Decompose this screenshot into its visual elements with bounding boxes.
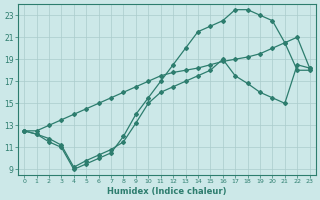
X-axis label: Humidex (Indice chaleur): Humidex (Indice chaleur)	[107, 187, 227, 196]
